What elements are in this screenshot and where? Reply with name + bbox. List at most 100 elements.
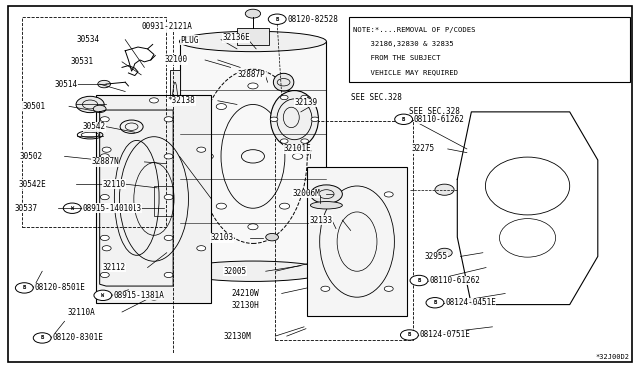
- Text: VEHICLE MAY REQUIRED: VEHICLE MAY REQUIRED: [353, 69, 458, 75]
- Ellipse shape: [310, 202, 342, 209]
- Text: B: B: [40, 336, 44, 340]
- Bar: [307, 167, 407, 316]
- Circle shape: [280, 203, 290, 209]
- Text: 32110: 32110: [102, 180, 125, 189]
- Text: 24210W: 24210W: [232, 289, 259, 298]
- Bar: [237, 29, 269, 45]
- Circle shape: [401, 330, 419, 340]
- Text: 32130H: 32130H: [232, 301, 259, 310]
- Circle shape: [321, 286, 330, 291]
- Ellipse shape: [179, 261, 326, 282]
- Text: 32100: 32100: [164, 55, 187, 64]
- Text: 00931-2121A: 00931-2121A: [141, 22, 192, 31]
- Text: 30531: 30531: [70, 57, 93, 66]
- Circle shape: [270, 117, 278, 122]
- Bar: [275, 121, 413, 340]
- Circle shape: [196, 246, 205, 251]
- Circle shape: [150, 98, 159, 103]
- Circle shape: [63, 203, 81, 214]
- Circle shape: [248, 224, 258, 230]
- Text: 32130M: 32130M: [223, 331, 251, 341]
- Text: 30542E: 30542E: [19, 180, 47, 189]
- Circle shape: [164, 117, 173, 122]
- Circle shape: [435, 184, 454, 195]
- Circle shape: [301, 95, 308, 100]
- Text: *32J00D2: *32J00D2: [596, 354, 630, 360]
- Text: W: W: [70, 206, 74, 211]
- Text: 08124-0451E: 08124-0451E: [445, 298, 496, 307]
- Bar: [349, 17, 630, 82]
- Text: 30534: 30534: [77, 35, 100, 44]
- Circle shape: [102, 246, 111, 251]
- Circle shape: [280, 139, 288, 143]
- Circle shape: [321, 192, 330, 197]
- Circle shape: [98, 80, 111, 88]
- Text: FROM THE SUBJECT: FROM THE SUBJECT: [353, 55, 441, 61]
- Text: 32113: 32113: [118, 204, 141, 213]
- Text: 32133: 32133: [310, 216, 333, 225]
- Text: 08120-8501E: 08120-8501E: [35, 283, 85, 292]
- Circle shape: [280, 103, 290, 109]
- Text: SEE SEC.328: SEE SEC.328: [351, 93, 401, 102]
- Text: 32103: 32103: [211, 233, 234, 243]
- Text: B: B: [276, 17, 279, 22]
- Text: 30537: 30537: [15, 204, 38, 213]
- Circle shape: [280, 95, 288, 100]
- Text: 30501: 30501: [22, 102, 45, 111]
- Circle shape: [268, 14, 286, 25]
- Circle shape: [245, 9, 260, 18]
- Ellipse shape: [273, 73, 294, 91]
- Text: 08110-61262: 08110-61262: [414, 115, 465, 124]
- Text: 08915-14010: 08915-14010: [83, 204, 133, 213]
- Circle shape: [33, 333, 51, 343]
- Text: *32138: *32138: [168, 96, 195, 105]
- Circle shape: [100, 117, 109, 122]
- Circle shape: [292, 153, 303, 159]
- Bar: [154, 186, 173, 216]
- Circle shape: [100, 272, 109, 278]
- Circle shape: [150, 295, 159, 300]
- Text: 32110A: 32110A: [67, 308, 95, 317]
- Circle shape: [216, 103, 227, 109]
- Circle shape: [164, 154, 173, 159]
- Text: 32139: 32139: [294, 98, 317, 107]
- Circle shape: [310, 185, 342, 203]
- Text: 08124-0751E: 08124-0751E: [420, 330, 470, 340]
- Circle shape: [266, 234, 278, 241]
- Text: B: B: [408, 333, 411, 337]
- Circle shape: [384, 192, 393, 197]
- Text: W: W: [101, 293, 104, 298]
- Bar: [170, 70, 179, 243]
- Circle shape: [426, 298, 444, 308]
- Text: 32186,32830 & 32835: 32186,32830 & 32835: [353, 41, 454, 47]
- Circle shape: [102, 147, 111, 152]
- Circle shape: [311, 117, 319, 122]
- Circle shape: [93, 105, 106, 113]
- Bar: [97, 95, 211, 303]
- Text: 08110-61262: 08110-61262: [429, 276, 480, 285]
- Circle shape: [76, 96, 104, 113]
- Circle shape: [410, 275, 428, 286]
- Circle shape: [100, 235, 109, 240]
- Text: 32006M: 32006M: [292, 189, 320, 198]
- Text: 08915-1381A: 08915-1381A: [113, 291, 164, 300]
- Circle shape: [384, 286, 393, 291]
- Circle shape: [15, 283, 33, 293]
- Text: 32136E: 32136E: [222, 33, 250, 42]
- Circle shape: [216, 203, 227, 209]
- Circle shape: [196, 147, 205, 152]
- Text: 30514: 30514: [54, 80, 77, 89]
- Circle shape: [164, 272, 173, 278]
- Circle shape: [94, 290, 112, 301]
- Ellipse shape: [179, 31, 326, 52]
- Text: 32112: 32112: [102, 263, 125, 272]
- Bar: [22, 17, 166, 227]
- Text: B: B: [22, 285, 26, 291]
- Text: B: B: [433, 300, 436, 305]
- Text: B: B: [417, 278, 420, 283]
- Text: 32887N: 32887N: [91, 157, 119, 166]
- Text: PLUG: PLUG: [180, 36, 198, 45]
- Circle shape: [164, 195, 173, 200]
- Text: 32887P: 32887P: [238, 70, 266, 79]
- Text: 30502: 30502: [19, 152, 42, 161]
